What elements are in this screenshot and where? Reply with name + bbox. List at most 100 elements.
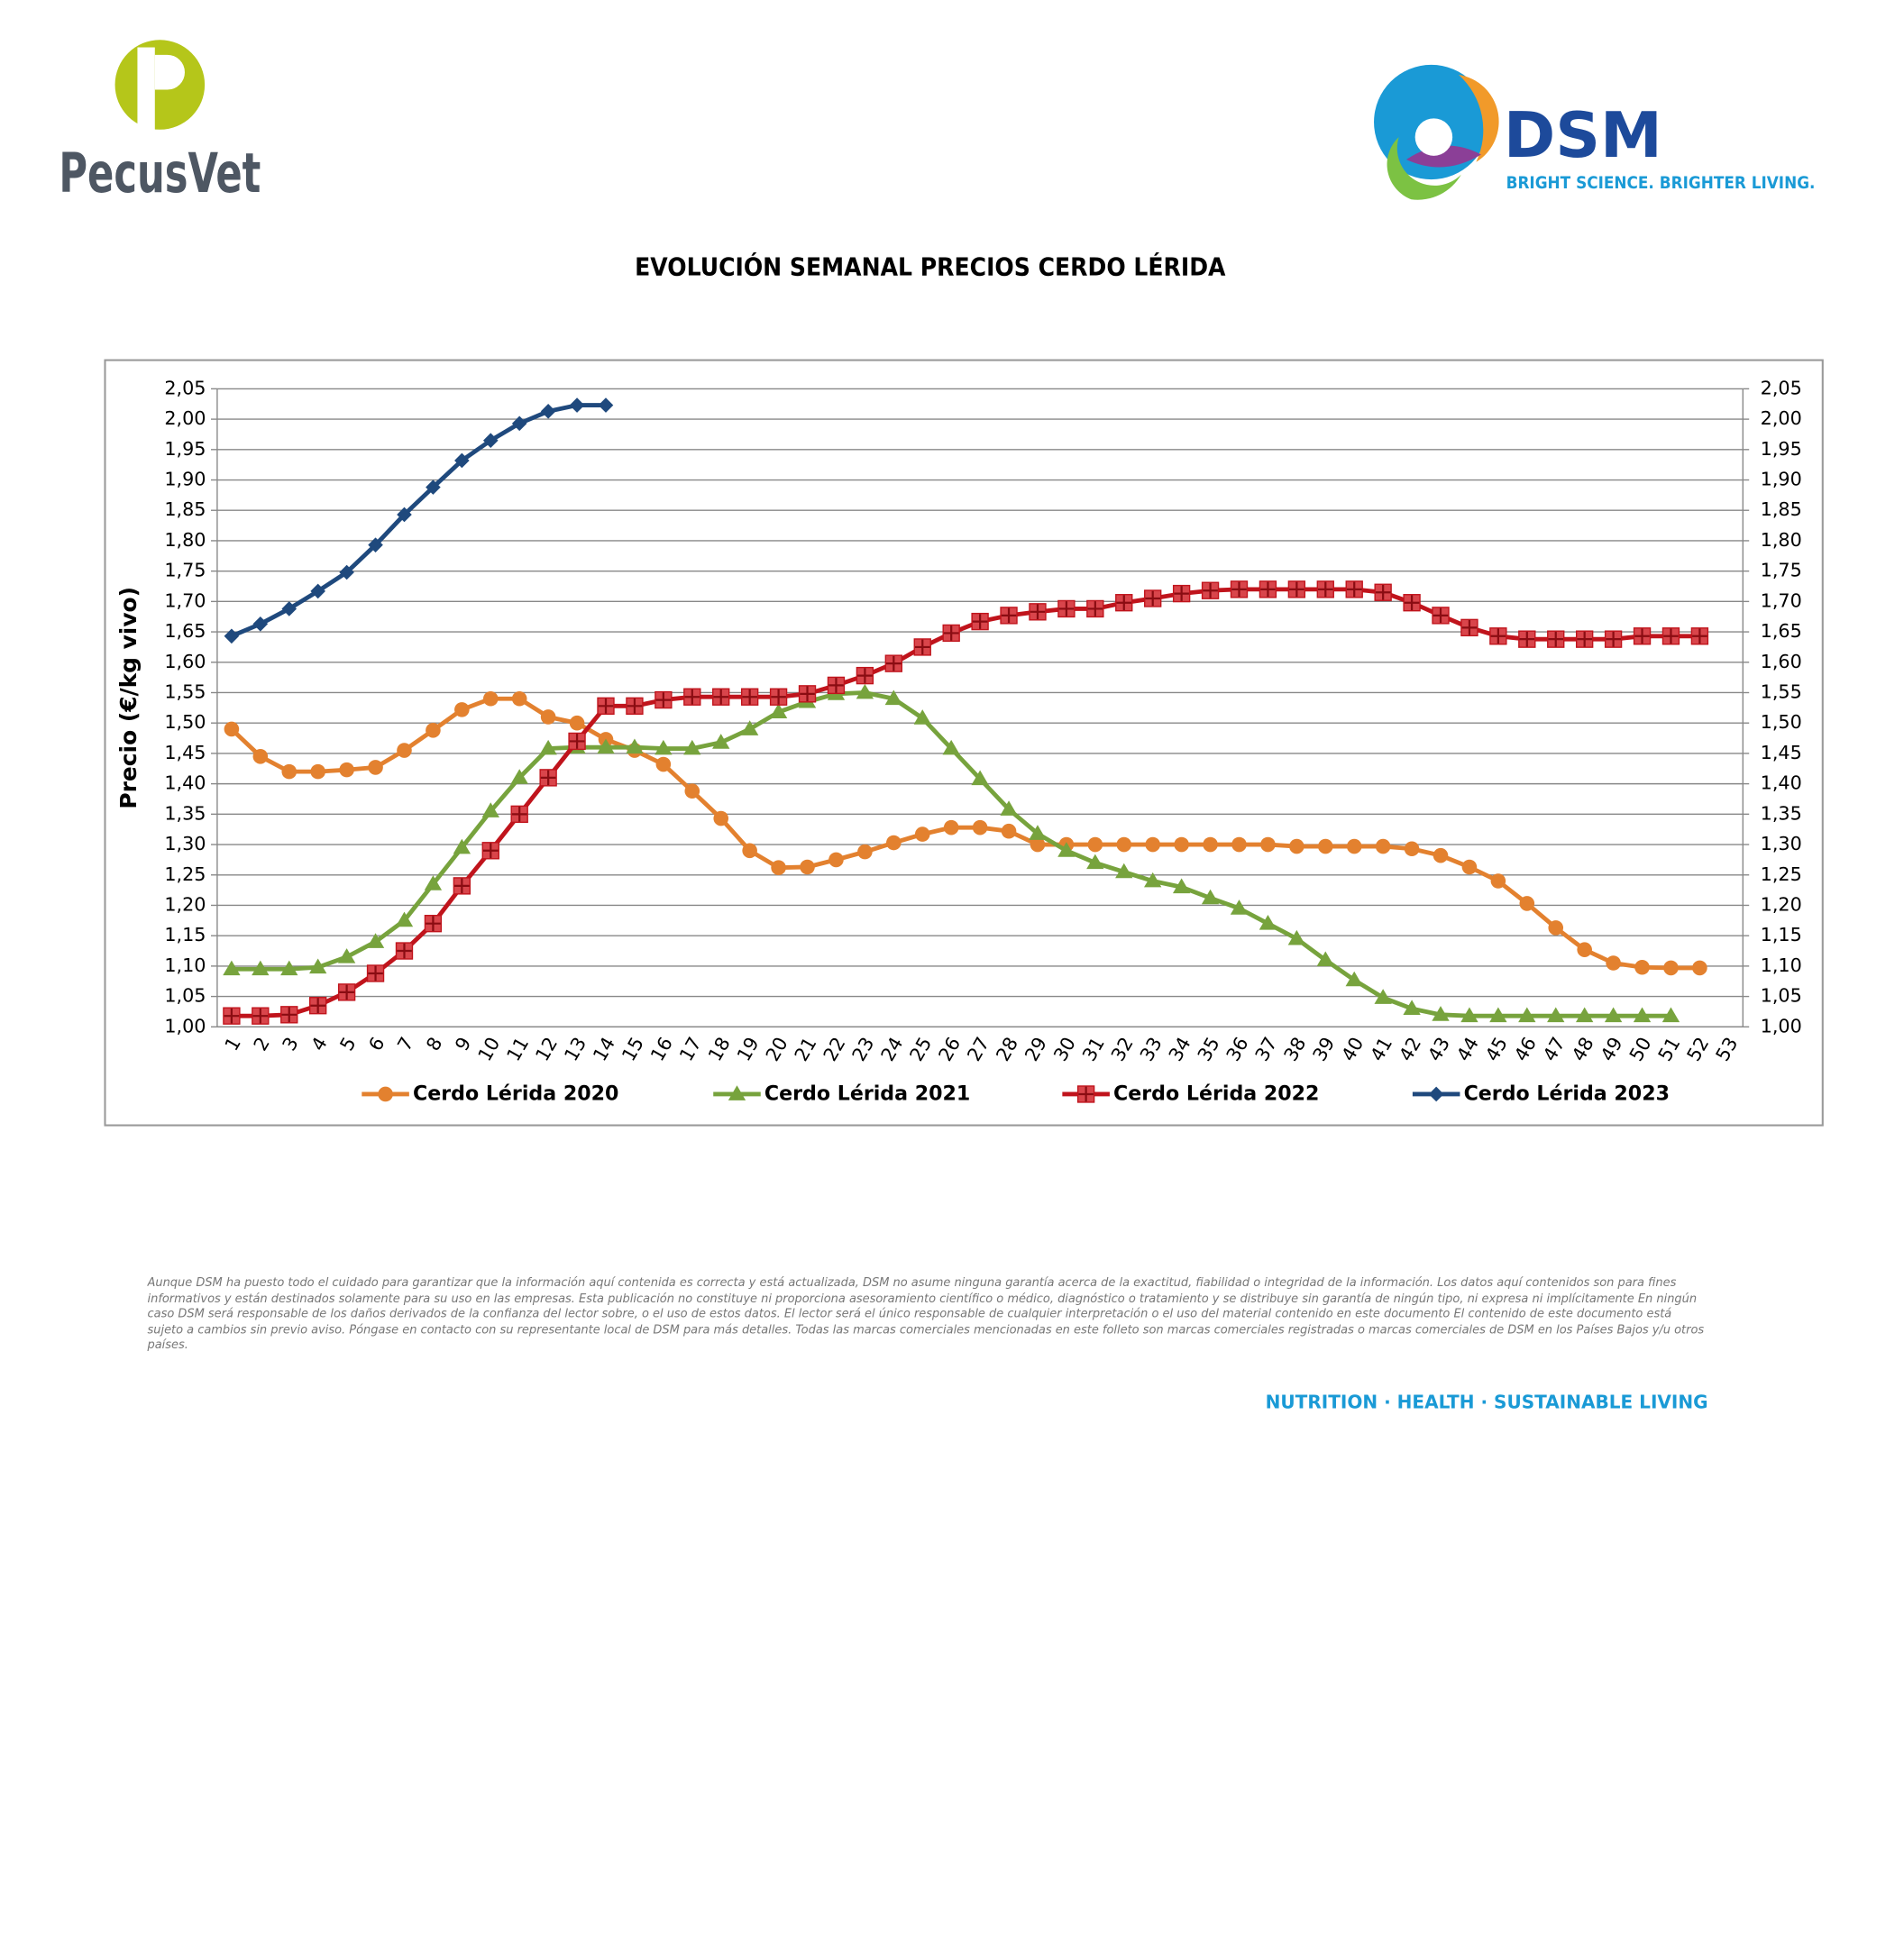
marker [1577, 942, 1592, 957]
marker [857, 844, 873, 860]
marker-part [1461, 620, 1478, 635]
marker-part [1692, 628, 1707, 644]
marker [971, 770, 989, 786]
marker [1375, 838, 1391, 854]
marker-part [1260, 581, 1276, 598]
x-tick-label: 43 [1423, 1034, 1454, 1065]
marker [539, 769, 557, 787]
marker [510, 769, 528, 784]
marker [426, 722, 441, 738]
marker [884, 654, 902, 672]
y-tick-label: 1,55 [164, 680, 206, 702]
marker [1316, 580, 1334, 598]
marker-part [1030, 604, 1046, 620]
marker-part [426, 916, 441, 931]
y2-tick-label: 1,20 [1761, 893, 1802, 915]
legend-label: Cerdo Lérida 2020 [413, 1082, 618, 1105]
marker [1548, 920, 1564, 936]
x-tick-label: 33 [1136, 1034, 1167, 1065]
marker [1604, 630, 1623, 648]
marker-part [1606, 631, 1621, 647]
marker [597, 738, 615, 754]
x-tick-label: 39 [1308, 1034, 1339, 1065]
marker [1000, 607, 1018, 625]
marker [281, 763, 298, 780]
x-tick-label: 26 [934, 1034, 965, 1065]
marker-part [598, 699, 614, 714]
marker [742, 843, 757, 859]
marker [1432, 607, 1450, 625]
x-tick-label: 18 [704, 1034, 735, 1065]
marker [424, 875, 443, 890]
marker-part [627, 699, 643, 714]
y-tick-label: 1,10 [164, 954, 206, 976]
x-tick-label: 7 [393, 1034, 417, 1055]
marker [511, 690, 527, 707]
y2-tick-label: 1,00 [1761, 1015, 1802, 1036]
x-tick-label: 32 [1107, 1034, 1138, 1065]
x-tick-label: 47 [1539, 1034, 1570, 1065]
marker-part [1346, 581, 1362, 598]
y-tick-label: 2,00 [164, 407, 206, 429]
marker [740, 720, 759, 735]
marker [654, 739, 673, 755]
marker [366, 964, 385, 982]
marker [1000, 800, 1018, 816]
x-tick-label: 16 [646, 1034, 677, 1065]
marker-part [1519, 631, 1535, 647]
marker-part [511, 807, 527, 822]
marker [1461, 859, 1478, 875]
marker [1661, 1007, 1680, 1023]
x-tick-label: 20 [762, 1034, 792, 1065]
marker-part [1116, 595, 1132, 611]
y2-tick-label: 1,05 [1761, 985, 1802, 1007]
marker [481, 802, 499, 817]
marker [309, 997, 327, 1015]
marker [942, 624, 960, 643]
marker [280, 1006, 298, 1024]
marker-part [1663, 628, 1679, 644]
y-tick-label: 1,30 [164, 833, 206, 854]
marker-part [886, 655, 902, 671]
marker [378, 1086, 393, 1102]
marker [769, 688, 788, 706]
pecusvet-logo: PecusVet [59, 40, 261, 205]
marker [539, 739, 557, 755]
x-tick-label: 52 [1682, 1034, 1713, 1065]
y2-tick-label: 1,15 [1761, 924, 1802, 945]
marker [1144, 872, 1162, 888]
marker [252, 1007, 270, 1025]
x-tick-label: 12 [531, 1034, 562, 1065]
y2-tick-label: 1,90 [1761, 469, 1802, 490]
marker [481, 842, 499, 860]
marker-part [397, 943, 412, 959]
x-tick-label: 5 [335, 1034, 360, 1055]
y-tick-label: 1,15 [164, 924, 206, 945]
x-tick-label: 4 [307, 1034, 331, 1055]
marker [569, 397, 585, 413]
marker-part [281, 1007, 298, 1023]
footer: NUTRITION · HEALTH · SUSTAINABLE LIVING [1266, 1391, 1708, 1412]
marker [913, 709, 931, 725]
marker [683, 688, 701, 706]
marker [1345, 580, 1363, 598]
marker-part [1174, 586, 1189, 601]
marker [1259, 915, 1277, 930]
x-tick-label: 50 [1625, 1034, 1656, 1065]
marker [914, 826, 930, 842]
x-tick-label: 44 [1452, 1034, 1483, 1065]
marker [510, 805, 528, 824]
marker [1663, 960, 1679, 976]
marker [309, 958, 327, 974]
marker [1029, 825, 1047, 840]
marker [397, 507, 412, 523]
x-tick-label: 9 [451, 1034, 475, 1055]
marker [1145, 836, 1160, 853]
marker [1490, 873, 1506, 889]
marker [1087, 836, 1103, 853]
y2-tick-label: 1,75 [1761, 560, 1802, 581]
marker-part [972, 614, 988, 629]
x-tick-label: 22 [819, 1034, 850, 1065]
y2-tick-label: 1,60 [1761, 651, 1802, 672]
